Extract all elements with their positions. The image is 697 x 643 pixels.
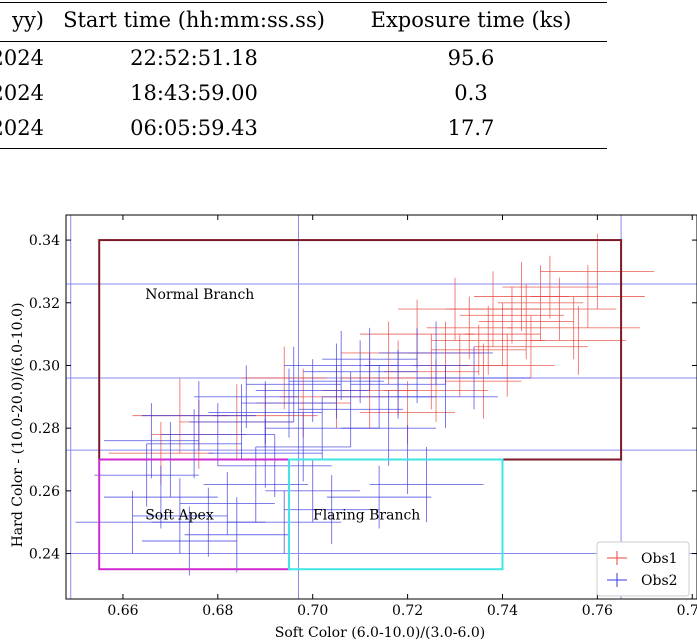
data-point [189, 384, 294, 460]
x-tick-label: 0.68 [202, 603, 233, 619]
x-tick-label: 0.72 [392, 603, 423, 619]
data-series [75, 233, 655, 576]
x-axis-label: Soft Color (6.0-10.0)/(3.0-6.0) [275, 625, 485, 641]
data-point [284, 330, 399, 400]
y-tick-label: 0.26 [29, 484, 60, 500]
data-point [502, 255, 598, 319]
data-point [497, 265, 584, 341]
data-point [431, 324, 527, 375]
data-point [459, 334, 555, 397]
data-point [530, 305, 626, 375]
axes: 0.66 0.68 0.70 0.72 0.74 0.76 0.78 0.24 0.26 0.28… [29, 214, 697, 619]
cell-date: 2024 [0, 45, 44, 70]
header-date: yy) [12, 8, 44, 32]
data-point [431, 305, 546, 375]
data-point [459, 287, 565, 344]
data-point [241, 368, 337, 438]
data-point [194, 365, 299, 429]
legend-box [596, 541, 690, 597]
data-point [540, 233, 655, 310]
table-row: 2024 22:52:51.18 95.6 [0, 40, 602, 75]
legend-obs1-label: Obs1 [641, 551, 678, 567]
cell-start-time: 22:52:51.18 [130, 45, 258, 70]
data-point [464, 302, 541, 366]
x-tick-label: 0.76 [582, 603, 613, 619]
header-start-time: Start time (hh:mm:ss.ss) [63, 8, 325, 32]
y-axis-label: Hard Color - (10.0-20.0)/(6.0-10.0) [10, 303, 26, 548]
data-point [474, 262, 569, 331]
legend: Obs1 Obs2 [596, 541, 690, 597]
data-point [255, 412, 351, 482]
header-exposure-time: Exposure time (ks) [370, 8, 572, 32]
y-tick-label: 0.24 [29, 547, 60, 563]
data-point [184, 497, 289, 573]
data-point [474, 315, 588, 379]
data-point [103, 465, 218, 529]
data-point [246, 346, 342, 422]
data-point [445, 343, 522, 419]
y-tick-label: 0.34 [29, 233, 60, 249]
x-tick-label: 0.74 [487, 603, 518, 619]
cell-date: 2024 [0, 115, 44, 140]
data-point [393, 365, 498, 429]
cell-date: 2024 [0, 80, 44, 105]
x-tick-label: 0.78 [677, 603, 697, 619]
observation-table-region: yy) Start time (hh:mm:ss.ss) Exposure ti… [0, 0, 697, 160]
table-top-rule [0, 2, 607, 3]
legend-obs2-label: Obs2 [641, 573, 678, 589]
data-point [141, 506, 237, 576]
x-tick-label: 0.70 [297, 603, 328, 619]
data-point [160, 403, 275, 466]
region-label-soft-apex: Soft Apex [145, 508, 214, 524]
branch-regions: Normal Branch Soft Apex Flaring Branch [98, 239, 623, 571]
data-point [141, 381, 256, 451]
data-point [288, 343, 384, 419]
cell-exposure: 95.6 [447, 45, 495, 70]
x-tick-label: 0.66 [107, 603, 138, 619]
data-point [303, 340, 418, 404]
cell-exposure: 0.3 [454, 80, 488, 105]
data-point [265, 459, 361, 523]
data-point [227, 490, 342, 554]
region-box-flaring-branch [287, 458, 504, 571]
data-point [103, 403, 199, 479]
data-point [179, 472, 275, 535]
y-tick-label: 0.30 [29, 358, 60, 374]
cell-start-time: 06:05:59.43 [130, 115, 258, 140]
cell-exposure: 17.7 [447, 115, 495, 140]
data-point [326, 465, 432, 529]
data-point [426, 296, 512, 360]
table-row: 2024 06:05:59.43 17.7 [0, 110, 602, 145]
table-bottom-rule [0, 148, 607, 149]
data-point [398, 277, 512, 341]
data-point [507, 296, 641, 360]
data-point [341, 390, 437, 466]
plot-frame [65, 214, 697, 600]
cell-start-time: 18:43:59.00 [130, 80, 258, 105]
y-tick-label: 0.28 [29, 421, 60, 437]
table-row: 2024 18:43:59.00 0.3 [0, 75, 602, 110]
series-obs1 [108, 233, 655, 485]
data-point [208, 418, 323, 488]
data-point [203, 446, 308, 523]
data-point [94, 443, 199, 507]
table-header-rule [0, 41, 607, 42]
data-point [298, 371, 403, 447]
data-point [322, 327, 418, 391]
data-point [75, 490, 190, 554]
data-point [417, 346, 531, 410]
observation-table: yy) Start time (hh:mm:ss.ss) Exposure ti… [0, 0, 602, 145]
data-point [379, 321, 493, 385]
data-point [241, 346, 327, 410]
region-label-flaring-branch: Flaring Branch [313, 508, 420, 524]
y-tick-label: 0.32 [29, 296, 60, 312]
data-point [350, 349, 446, 419]
color-color-diagram: Normal Branch Soft Apex Flaring Branch 0.6… [10, 214, 697, 641]
series-obs2 [75, 321, 531, 576]
data-point [284, 475, 380, 545]
table-header-row: yy) Start time (hh:mm:ss.ss) Exposure ti… [0, 0, 602, 40]
region-label-normal-branch: Normal Branch [145, 287, 254, 303]
data-point [146, 409, 242, 479]
